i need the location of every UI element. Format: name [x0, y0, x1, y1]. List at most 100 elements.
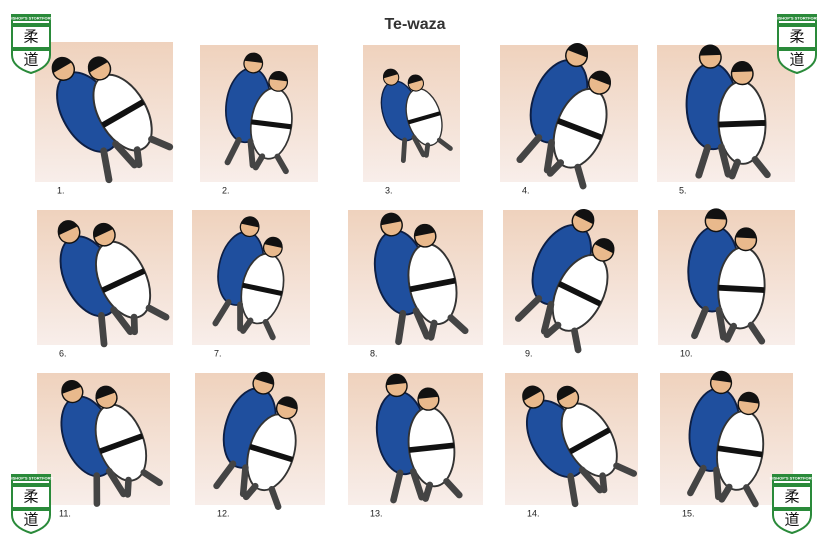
technique-number: 10. [680, 348, 693, 358]
legs [224, 136, 289, 175]
blue-judoka-hair [61, 379, 82, 394]
logo-kanji: 柔 [23, 488, 38, 506]
logo-text: BISHOP'S STORTFORD [9, 475, 54, 480]
judoka-illustration [522, 385, 638, 508]
white-judoka-hair [87, 56, 109, 73]
judoka-illustration [224, 52, 293, 175]
judoka-illustration [212, 216, 285, 341]
club-logo: BISHOP'S STORTFORD 柔道 [9, 474, 54, 535]
logo-stripes [773, 483, 811, 511]
belt [718, 284, 765, 294]
technique-panel: 8. [348, 210, 483, 358]
belt [250, 119, 292, 130]
logo-stripes [12, 483, 50, 511]
white-judoka-hair [264, 236, 283, 248]
technique-number: 9. [525, 348, 533, 358]
judoka-illustration [380, 68, 453, 163]
belt [101, 268, 146, 293]
club-logo: BISHOP'S STORTFORD 柔道 [770, 474, 815, 535]
blue-judoka-hair [567, 43, 588, 58]
legs [567, 462, 638, 508]
club-logo: BISHOP'S STORTFORD 柔道 [775, 14, 820, 75]
technique-number: 8. [370, 348, 378, 358]
white-judoka-hair [731, 61, 753, 73]
logo-kanji: 柔 [789, 28, 804, 46]
legs [98, 304, 170, 348]
belt [249, 443, 294, 463]
technique-number: 13. [370, 508, 383, 518]
technique-panel: 5. [657, 44, 795, 195]
legs [687, 464, 759, 508]
legs [395, 307, 469, 346]
judoka-illustration [60, 379, 163, 507]
technique-panel: 1. [35, 42, 174, 195]
white-judoka-hair [95, 385, 116, 400]
judoka-illustration [213, 371, 298, 510]
technique-panel: 12. [195, 371, 325, 518]
logo-kanji: 道 [23, 51, 38, 69]
logo-kanji: 柔 [23, 28, 38, 46]
legs [691, 305, 766, 345]
logo-shield [11, 14, 51, 75]
judoka-illustration [375, 373, 463, 504]
legs [213, 460, 282, 510]
technique-panel: 15. [660, 370, 793, 518]
logo-stripes [12, 23, 50, 51]
white-judoka-hair [594, 238, 615, 254]
blue-judoka-hair [705, 208, 727, 220]
blue-judoka-hair [244, 52, 263, 63]
blue-judoka-hair [57, 220, 78, 236]
technique-panel: 4. [500, 43, 638, 195]
legs [212, 299, 276, 341]
white-judoka-hair [590, 70, 611, 86]
club-logo: BISHOP'S STORTFORD 柔道 [9, 14, 54, 75]
logo-text: BISHOP'S STORTFORD [9, 15, 54, 20]
belt [407, 111, 441, 125]
logo-kanji: 柔 [784, 488, 799, 506]
legs [695, 143, 771, 180]
blue-judoka-hair [254, 371, 275, 385]
technique-panel: 14. [505, 373, 638, 518]
blue-judoka-hair [240, 216, 260, 228]
judoka-illustration [516, 43, 611, 190]
white-judoka-hair [93, 222, 114, 238]
judoka-illustration [51, 56, 174, 184]
white-judoka-hair [269, 71, 288, 82]
logo-kanji: 道 [23, 511, 38, 529]
technique-number: 7. [214, 348, 222, 358]
belt [557, 281, 602, 307]
white-judoka-hair [277, 396, 298, 410]
technique-number: 11. [59, 508, 71, 518]
legs [516, 134, 587, 190]
logo-kanji: 道 [789, 51, 804, 69]
technique-number: 3. [385, 185, 393, 195]
judoka-illustration [687, 370, 765, 508]
belt [568, 427, 611, 455]
technique-panel: 11. [37, 373, 170, 518]
logo-banner [12, 15, 50, 21]
logo-text: BISHOP'S STORTFORD [770, 475, 815, 480]
technique-number: 4. [522, 185, 530, 195]
logo-shield [11, 474, 51, 535]
technique-panel: 10. [658, 208, 795, 358]
logo-banner [12, 475, 50, 481]
white-judoka-hair [738, 391, 760, 404]
white-judoka-hair [735, 227, 757, 239]
blue-judoka-hair [51, 56, 72, 74]
blue-judoka-hair [380, 212, 402, 226]
blue-judoka-hair [386, 373, 407, 386]
technique-panel: 13. [348, 373, 483, 518]
logo-shield [772, 474, 812, 535]
technique-number: 12. [217, 508, 230, 518]
logo-banner [773, 475, 811, 481]
logo-stripes [778, 23, 816, 51]
technique-panel: 6. [37, 210, 173, 358]
technique-number: 2. [222, 185, 230, 195]
belt [409, 277, 456, 293]
legs [390, 468, 463, 504]
technique-panel: 2. [200, 45, 318, 195]
technique-panel: 3. [363, 45, 460, 195]
belt [556, 118, 603, 141]
technique-number: 6. [59, 348, 67, 358]
